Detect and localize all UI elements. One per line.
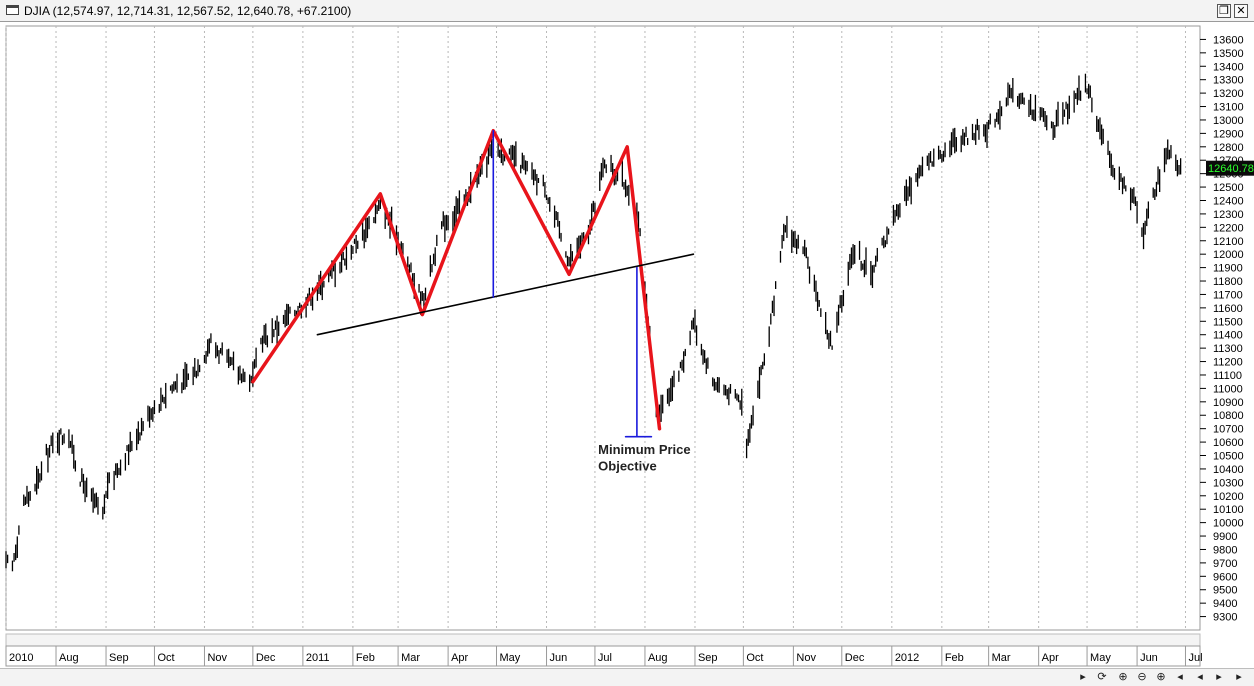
y-tick-label: 10000 bbox=[1213, 518, 1244, 530]
last-price-marker: 12640.78 bbox=[1206, 160, 1254, 176]
y-tick-label: 12300 bbox=[1213, 209, 1244, 221]
y-tick-label: 10800 bbox=[1213, 410, 1244, 422]
x-tick-label: Mar bbox=[992, 652, 1011, 664]
x-tick-label: Oct bbox=[746, 652, 763, 664]
x-tick-label: May bbox=[500, 652, 521, 664]
y-tick-label: 11600 bbox=[1213, 303, 1243, 315]
x-tick-label: Sep bbox=[109, 652, 129, 664]
y-tick-label: 11300 bbox=[1213, 343, 1243, 355]
y-tick-label: 11900 bbox=[1213, 263, 1243, 275]
x-tick-label: Dec bbox=[256, 652, 276, 664]
y-tick-label: 11400 bbox=[1213, 330, 1243, 342]
y-tick-label: 11800 bbox=[1213, 276, 1243, 288]
page-start-icon[interactable]: ◂ bbox=[1177, 670, 1183, 683]
y-tick-label: 10100 bbox=[1213, 504, 1244, 516]
x-tick-label: Apr bbox=[1042, 652, 1059, 664]
y-tick-label: 11100 bbox=[1213, 370, 1242, 382]
volume-strip bbox=[5, 633, 1201, 647]
y-tick-label: 10200 bbox=[1213, 491, 1244, 503]
page-forward-icon[interactable]: ▸ bbox=[1216, 670, 1222, 683]
y-tick-label: 9900 bbox=[1213, 531, 1237, 543]
annotation-label: Objective bbox=[598, 458, 657, 473]
x-tick-label: Aug bbox=[648, 652, 668, 664]
y-tick-label: 13500 bbox=[1213, 48, 1244, 60]
y-tick-label: 12200 bbox=[1213, 222, 1244, 234]
y-tick-label: 13300 bbox=[1213, 75, 1244, 87]
y-tick-label: 9600 bbox=[1213, 571, 1237, 583]
y-tick-label: 12400 bbox=[1213, 195, 1244, 207]
window-icon bbox=[6, 5, 19, 15]
y-tick-label: 11200 bbox=[1213, 357, 1243, 369]
y-tick-label: 11500 bbox=[1213, 316, 1243, 328]
y-tick-label: 11700 bbox=[1213, 289, 1243, 301]
y-tick-label: 9800 bbox=[1213, 544, 1237, 556]
x-tick-label: Nov bbox=[207, 652, 227, 664]
y-tick-label: 9500 bbox=[1213, 585, 1237, 597]
close-icon: ✕ bbox=[1236, 4, 1246, 17]
last-price-label: 12640.78 bbox=[1208, 163, 1254, 175]
x-tick-label: Sep bbox=[698, 652, 718, 664]
y-tick-label: 10700 bbox=[1213, 424, 1244, 436]
price-chart[interactable]: 9300940095009600970098009900100001010010… bbox=[0, 22, 1254, 668]
y-tick-label: 9700 bbox=[1213, 558, 1237, 570]
y-tick-label: 10500 bbox=[1213, 451, 1244, 463]
status-strip: ▸ ⟳ ⊕ ⊖ ⊕ ◂ ◂ ▸ ▸ bbox=[0, 668, 1254, 686]
x-tick-label: 2010 bbox=[9, 652, 33, 664]
y-tick-label: 13600 bbox=[1213, 34, 1244, 46]
pattern-overlay bbox=[251, 128, 695, 438]
y-tick-label: 9400 bbox=[1213, 598, 1237, 610]
x-tick-label: May bbox=[1090, 652, 1111, 664]
x-tick-label: Apr bbox=[451, 652, 468, 664]
zoom-out-icon[interactable]: ⊖ bbox=[1137, 670, 1147, 683]
y-tick-label: 11000 bbox=[1213, 383, 1243, 395]
x-tick-label: Aug bbox=[59, 652, 79, 664]
y-tick-label: 12100 bbox=[1213, 236, 1244, 248]
restore-button[interactable]: ❐ bbox=[1217, 4, 1231, 18]
y-tick-label: 12500 bbox=[1213, 182, 1244, 194]
vertical-gridlines bbox=[5, 26, 1186, 630]
page-end-icon[interactable]: ▸ bbox=[1236, 670, 1242, 683]
x-tick-label: 2012 bbox=[895, 652, 919, 664]
scroll-left-button[interactable]: ▸ bbox=[1080, 670, 1086, 683]
y-tick-label: 10600 bbox=[1213, 437, 1244, 449]
x-tick-label: Nov bbox=[796, 652, 816, 664]
y-tick-label: 13100 bbox=[1213, 102, 1244, 114]
x-tick-label: Dec bbox=[845, 652, 865, 664]
cursor-tool-icon[interactable]: ⊕ bbox=[1118, 670, 1128, 683]
neckline bbox=[316, 253, 695, 336]
y-tick-label: 13200 bbox=[1213, 88, 1244, 100]
y-tick-label: 12900 bbox=[1213, 128, 1244, 140]
x-tick-label: Jun bbox=[1140, 652, 1158, 664]
y-tick-label: 13400 bbox=[1213, 61, 1244, 73]
x-tick-label: Jul bbox=[598, 652, 612, 664]
page-back-icon[interactable]: ◂ bbox=[1197, 670, 1203, 683]
x-tick-label: Feb bbox=[356, 652, 375, 664]
zoom-in-icon[interactable]: ⊕ bbox=[1156, 670, 1166, 683]
refresh-icon[interactable]: ⟳ bbox=[1097, 670, 1107, 683]
x-tick-label: Feb bbox=[945, 652, 964, 664]
close-button[interactable]: ✕ bbox=[1234, 4, 1248, 18]
x-tick-label: Mar bbox=[401, 652, 420, 664]
chart-background bbox=[0, 22, 1254, 668]
window-title-bar: DJIA (12,574.97, 12,714.31, 12,567.52, 1… bbox=[0, 0, 1254, 22]
y-tick-label: 12800 bbox=[1213, 142, 1244, 154]
x-tick-label: Jun bbox=[550, 652, 568, 664]
y-tick-label: 13000 bbox=[1213, 115, 1244, 127]
y-tick-label: 12000 bbox=[1213, 249, 1244, 261]
y-axis: 9300940095009600970098009900100001010010… bbox=[1199, 26, 1244, 630]
x-tick-label: 2011 bbox=[306, 652, 330, 664]
annotation-label: Minimum Price bbox=[598, 442, 690, 457]
window-title: DJIA (12,574.97, 12,714.31, 12,567.52, 1… bbox=[24, 4, 352, 18]
y-tick-label: 10900 bbox=[1213, 397, 1244, 409]
x-tick-label: Oct bbox=[157, 652, 174, 664]
y-tick-label: 10300 bbox=[1213, 477, 1244, 489]
restore-icon: ❐ bbox=[1219, 4, 1229, 17]
y-tick-label: 10400 bbox=[1213, 464, 1244, 476]
x-tick-label: Jul bbox=[1188, 652, 1202, 664]
x-axis: 2010 Aug Sep Oct Nov Dec 2011 Feb Mar Apr May Jun Ju… bbox=[5, 646, 1203, 666]
y-tick-label: 9300 bbox=[1213, 612, 1237, 624]
